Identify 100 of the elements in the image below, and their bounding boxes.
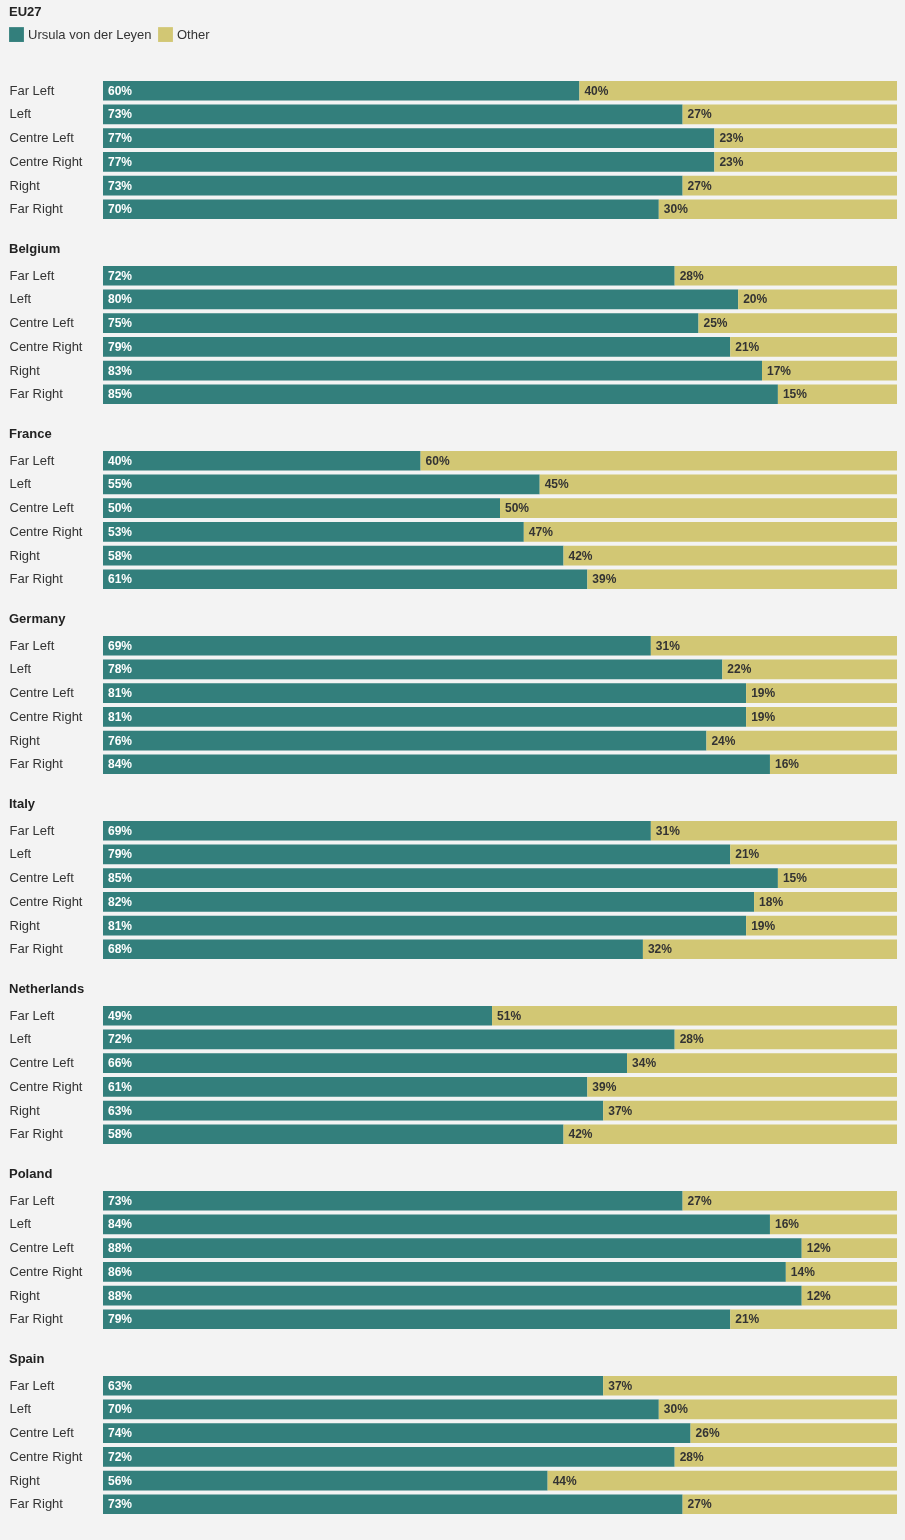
y-tick-label: Right [9, 1102, 41, 1118]
data-label: 32% [647, 942, 673, 957]
bar [682, 1494, 897, 1515]
data-label: 37% [608, 1103, 633, 1118]
data-label: 79% [108, 847, 133, 862]
bar [785, 1262, 897, 1282]
data-label: 24% [711, 733, 736, 748]
bar [579, 80, 897, 101]
data-label: 55% [108, 477, 133, 492]
bar [730, 1309, 897, 1330]
bar [103, 1494, 683, 1515]
data-label: 60% [108, 83, 133, 98]
data-label: 20% [743, 292, 768, 307]
data-label: 26% [695, 1426, 720, 1441]
bar [642, 939, 897, 960]
data-label: 88% [108, 1288, 133, 1303]
data-label: 27% [687, 178, 712, 193]
data-label: 40% [108, 453, 133, 468]
bar [103, 1053, 628, 1073]
bar [103, 498, 500, 518]
bar [103, 152, 715, 172]
bar [103, 1285, 802, 1306]
bar [777, 868, 897, 888]
y-tick-label: Far Left [9, 267, 55, 283]
data-label: 17% [767, 363, 792, 378]
bar [103, 1005, 493, 1026]
data-label: 19% [751, 918, 776, 933]
chart-title: Netherlands [9, 981, 85, 996]
data-label: 80% [108, 292, 133, 307]
data-label: 63% [108, 1103, 133, 1118]
y-tick-label: Far Right [9, 1126, 64, 1142]
data-label: 50% [505, 501, 530, 516]
bar [762, 360, 897, 381]
data-label: 31% [655, 823, 681, 838]
data-label: 83% [108, 363, 133, 378]
data-label: 23% [719, 131, 744, 146]
chart-title: Italy [9, 796, 36, 811]
bar [492, 1005, 897, 1026]
data-label: 12% [806, 1241, 832, 1256]
data-label: 58% [108, 548, 133, 563]
bar [769, 754, 897, 775]
bar [650, 635, 897, 656]
bar [658, 1399, 897, 1420]
y-tick-label: Far Left [9, 82, 55, 98]
bar [103, 289, 739, 310]
data-label: 28% [679, 1032, 705, 1047]
y-tick-label: Left [9, 661, 32, 677]
data-label: 86% [108, 1264, 133, 1279]
y-tick-label: Left [9, 1401, 32, 1417]
bar [103, 707, 747, 727]
bar [103, 450, 421, 471]
y-tick-label: Far Right [9, 386, 64, 402]
y-tick-label: Centre Right [9, 1078, 83, 1094]
data-label: 19% [751, 709, 776, 724]
bar [714, 128, 897, 148]
bar [103, 1238, 802, 1258]
data-label: 21% [735, 339, 760, 354]
data-label: 12% [806, 1288, 832, 1303]
bar [103, 128, 715, 148]
bar [746, 707, 897, 727]
bar [103, 1029, 675, 1050]
y-tick-label: Right [9, 1472, 41, 1488]
y-tick-label: Far Right [9, 941, 64, 957]
bar [103, 1262, 786, 1282]
y-tick-label: Far Left [9, 1192, 55, 1208]
y-tick-label: Left [9, 476, 32, 492]
bar [563, 1124, 897, 1145]
y-tick-label: Far Right [9, 756, 64, 772]
bar [777, 384, 897, 405]
chart-title: EU27 [9, 4, 42, 19]
data-label: 66% [108, 1056, 133, 1071]
bar [587, 1077, 897, 1097]
data-label: 28% [679, 1449, 705, 1464]
data-label: 73% [108, 1193, 133, 1208]
bar [603, 1100, 897, 1121]
data-label: 73% [108, 178, 133, 193]
data-label: 51% [497, 1008, 522, 1023]
bar [103, 730, 707, 751]
bar [682, 1190, 897, 1211]
y-tick-label: Right [9, 732, 41, 748]
data-label: 50% [108, 501, 133, 516]
bar [730, 337, 897, 357]
data-label: 63% [108, 1378, 133, 1393]
data-label: 60% [425, 453, 450, 468]
bar [801, 1238, 897, 1258]
bar [539, 474, 897, 495]
bar [603, 1375, 897, 1396]
data-label: 77% [108, 154, 133, 169]
legend-label: Other [177, 26, 211, 42]
data-label: 78% [108, 662, 133, 677]
y-tick-label: Far Right [9, 201, 64, 217]
data-label: 77% [108, 131, 133, 146]
y-tick-label: Left [9, 846, 32, 862]
data-label: 14% [790, 1264, 816, 1279]
y-tick-label: Centre Left [9, 500, 75, 516]
legend-label: Ursula von der Leyen [28, 26, 152, 42]
y-tick-label: Centre Right [9, 153, 83, 169]
bar [103, 1309, 731, 1330]
bar [103, 569, 588, 590]
bar [103, 80, 580, 101]
